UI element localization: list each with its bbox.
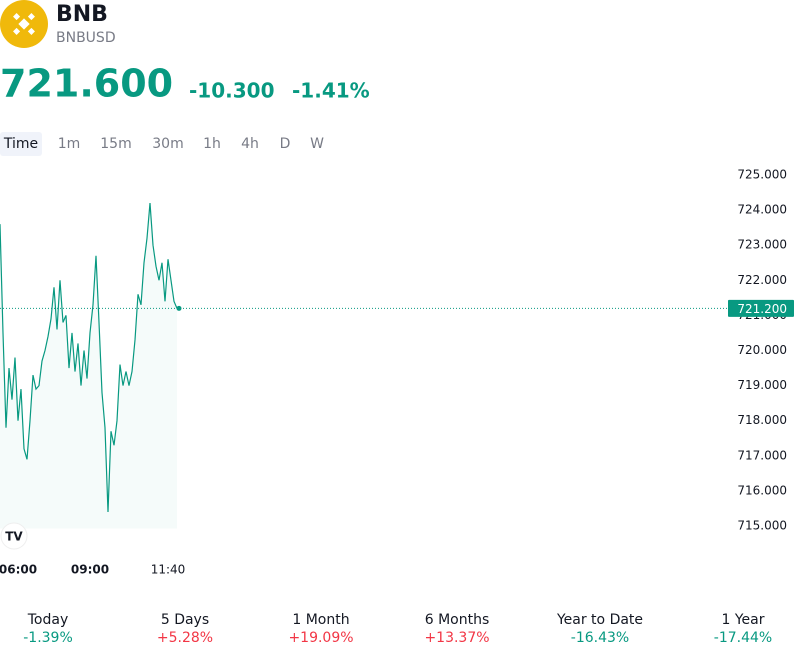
active-tab-bg — [0, 132, 42, 156]
x-tick-label: 06:00 — [0, 563, 37, 577]
period-label[interactable]: Today — [27, 612, 69, 628]
period-value: +13.37% — [424, 630, 489, 646]
y-tick-label: 718.000 — [737, 413, 787, 427]
period-value: -1.39% — [23, 630, 73, 646]
y-tick-label: 716.000 — [737, 483, 787, 497]
x-tick-label: 09:00 — [71, 563, 109, 577]
change: -10.300 — [189, 79, 274, 103]
period-label[interactable]: 1 Month — [292, 612, 349, 628]
period-label[interactable]: Year to Date — [556, 612, 643, 628]
interval-tab[interactable]: 4h — [241, 136, 259, 152]
interval-tab[interactable]: 30m — [152, 136, 183, 152]
period-label[interactable]: 5 Days — [161, 612, 209, 628]
interval-tab[interactable]: W — [310, 136, 324, 152]
y-tick-label: 719.000 — [737, 378, 787, 392]
last-price-badge — [728, 299, 794, 317]
interval-tab[interactable]: 1m — [58, 136, 81, 152]
svg-text:TV: TV — [5, 530, 23, 544]
x-tick-label: 11:40 — [151, 563, 186, 577]
change-percent: -1.41% — [292, 79, 370, 103]
period-label[interactable]: 6 Months — [425, 612, 490, 628]
price: 721.600 — [0, 62, 173, 106]
symbol: BNB — [56, 2, 108, 27]
y-tick-label: 724.000 — [737, 203, 787, 217]
y-tick-label: 723.000 — [737, 238, 787, 252]
y-tick-label: 722.000 — [737, 273, 787, 287]
interval-tab[interactable]: Time — [3, 136, 38, 152]
interval-tab[interactable]: D — [280, 136, 291, 152]
y-tick-label: 717.000 — [737, 448, 787, 462]
period-value: -16.43% — [571, 630, 629, 646]
period-value: +5.28% — [157, 630, 213, 646]
area — [0, 203, 177, 529]
y-tick-label: 715.000 — [737, 519, 787, 533]
ticker: BNBUSD — [56, 30, 116, 46]
y-tick-label: 720.000 — [737, 343, 787, 357]
y-tick-label: 725.000 — [737, 168, 787, 182]
last-price-label: 721.200 — [737, 302, 787, 316]
interval-tab[interactable]: 1h — [203, 136, 221, 152]
line — [0, 203, 178, 512]
logo — [0, 0, 48, 48]
last-point — [176, 305, 182, 311]
period-label[interactable]: 1 Year — [722, 612, 765, 628]
period-value: +19.09% — [288, 630, 353, 646]
tv-logo: TV — [0, 522, 28, 550]
interval-tab[interactable]: 15m — [100, 136, 131, 152]
period-value: -17.44% — [714, 630, 772, 646]
